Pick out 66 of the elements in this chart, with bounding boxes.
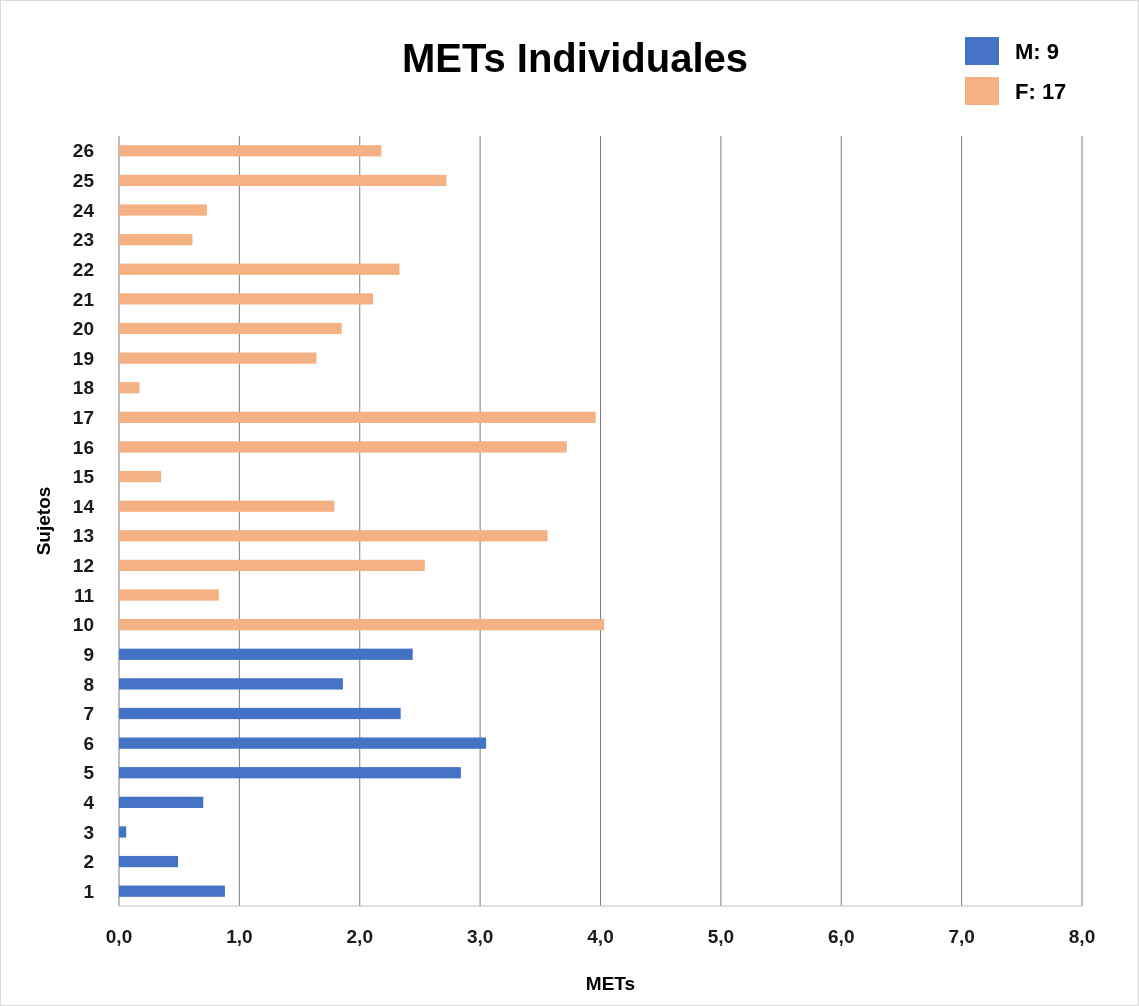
y-tick-label: 12 (72, 555, 94, 577)
x-tick-label: 0,0 (105, 926, 133, 947)
bar (119, 204, 207, 216)
bar (119, 145, 382, 157)
y-tick-label: 3 (83, 821, 94, 843)
x-tick-label: 1,0 (226, 926, 253, 947)
y-tick-label: 9 (83, 643, 94, 665)
y-tick-label: 11 (73, 584, 95, 606)
y-tick-label: 16 (72, 436, 94, 458)
bar (119, 530, 548, 542)
legend-label: M: 9 (1015, 38, 1059, 64)
bar (119, 796, 204, 808)
chart-title: METs Individuales (402, 36, 748, 80)
y-tick-label: 8 (83, 673, 94, 695)
bar (119, 885, 225, 897)
y-tick-label: 4 (83, 792, 95, 813)
bar (119, 411, 596, 423)
y-tick-label: 6 (83, 732, 94, 754)
x-axis-title: METs (585, 973, 636, 994)
y-tick-label: 14 (72, 495, 95, 517)
y-tick-label: 26 (72, 140, 94, 162)
bar (119, 826, 127, 838)
y-tick-label: 15 (72, 466, 95, 488)
bar (119, 855, 178, 868)
y-tick-label: 25 (72, 170, 95, 192)
y-tick-label: 19 (72, 347, 94, 369)
bar (119, 174, 447, 187)
bar (119, 352, 317, 364)
y-tick-label: 18 (72, 377, 94, 399)
bar (119, 382, 140, 394)
y-tick-label: 21 (72, 288, 95, 310)
y-tick-label: 5 (83, 762, 95, 784)
bar (119, 293, 373, 305)
x-tick-label: 2,0 (346, 926, 373, 947)
y-tick-label: 10 (72, 614, 94, 636)
y-tick-label: 22 (72, 258, 94, 280)
bar (119, 648, 413, 660)
y-tick-label: 2 (83, 851, 94, 873)
bar (119, 619, 605, 631)
bar (119, 737, 487, 749)
bar (119, 322, 342, 335)
bar (119, 707, 401, 720)
x-tick-label: 3,0 (466, 926, 494, 947)
bar (119, 441, 567, 453)
x-tick-label: 7,0 (948, 926, 975, 947)
bar (119, 263, 400, 275)
bar (119, 234, 193, 246)
bar (119, 500, 335, 512)
y-tick-label: 7 (83, 703, 94, 725)
y-tick-label: 1 (83, 880, 95, 902)
y-tick-label: 23 (72, 229, 94, 251)
y-axis-title: Sujetos (33, 486, 54, 556)
y-tick-label: 24 (72, 199, 95, 221)
x-tick-label: 8,0 (1068, 926, 1096, 947)
bar (119, 678, 343, 690)
x-tick-label: 6,0 (828, 926, 855, 947)
bar (119, 589, 219, 601)
y-tick-label: 17 (72, 407, 94, 428)
y-tick-label: 20 (72, 318, 94, 340)
x-tick-label: 5,0 (707, 926, 735, 947)
bar (119, 470, 162, 483)
bar (119, 559, 425, 572)
legend-label: F: 17 (1015, 78, 1067, 104)
x-tick-label: 4,0 (587, 926, 614, 947)
y-tick-label: 13 (72, 525, 94, 547)
bar (119, 767, 461, 779)
